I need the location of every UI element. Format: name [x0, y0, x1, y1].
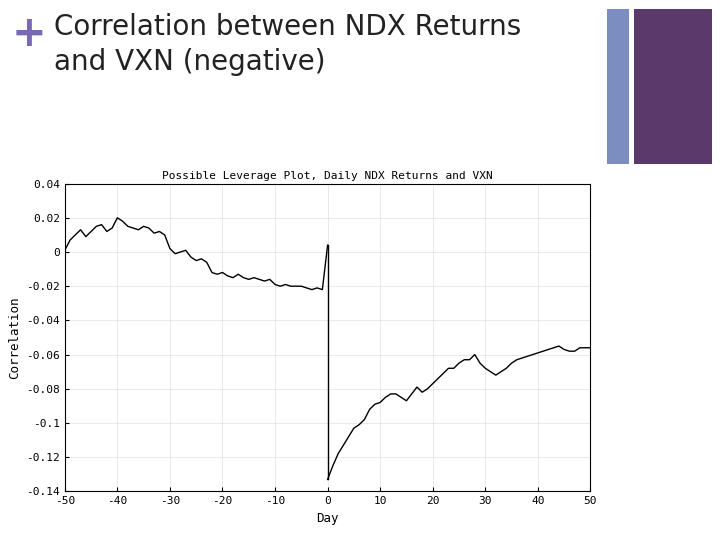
- Text: +: +: [12, 13, 47, 55]
- Title: Possible Leverage Plot, Daily NDX Returns and VXN: Possible Leverage Plot, Daily NDX Return…: [162, 171, 493, 181]
- X-axis label: Day: Day: [316, 512, 339, 525]
- Bar: [634, 9, 711, 164]
- Bar: [607, 9, 629, 164]
- Text: Correlation between NDX Returns
and VXN (negative): Correlation between NDX Returns and VXN …: [54, 13, 521, 76]
- Y-axis label: Correlation: Correlation: [8, 296, 21, 379]
